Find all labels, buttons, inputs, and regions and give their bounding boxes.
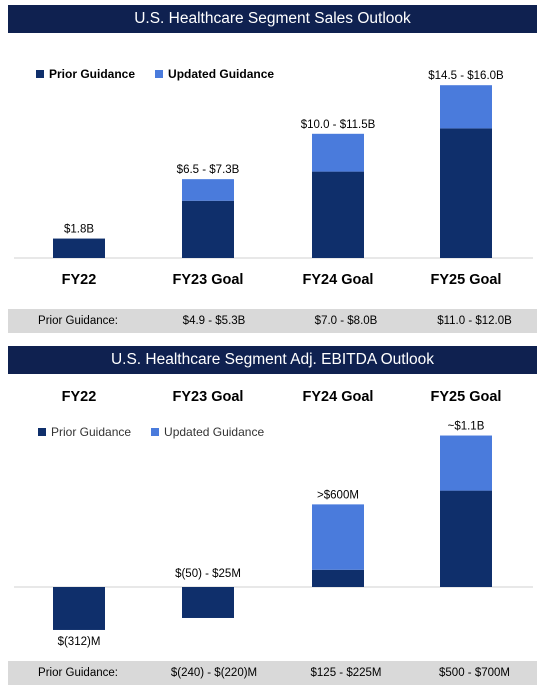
prior-guidance-fy23: $(240) - $(220)M (170, 667, 258, 679)
updated-swatch (155, 70, 164, 78)
prior-guidance-fy25: $11.0 - $12.0B (437, 315, 512, 327)
sales-category-label: FY22 (62, 272, 97, 288)
sales-value-label: $6.5 - $7.3B (177, 164, 240, 176)
ebitda-category-label: FY22 (62, 389, 97, 405)
ebitda-category-label: FY23 Goal (173, 389, 244, 405)
prior-swatch (38, 428, 46, 436)
sales-bar-prior (440, 128, 492, 258)
sales-bar-prior (182, 200, 234, 258)
prior-guidance-fy24: $7.0 - $8.0B (314, 315, 378, 327)
ebitda-value-label: >$600M (317, 489, 359, 501)
sales-bar-updated (182, 179, 234, 201)
sales-category-label: FY23 Goal (173, 272, 244, 288)
legend-prior-label: Prior Guidance (49, 67, 136, 81)
sales-bar-prior (53, 238, 105, 258)
sales-legend: Prior Guidance Updated Guidance (36, 67, 294, 81)
updated-swatch (151, 428, 160, 436)
ebitda-category-label: FY25 Goal (431, 389, 502, 405)
legend-updated: Updated Guidance (151, 425, 264, 439)
prior-guidance-fy25: $500 - $700M (439, 667, 510, 679)
ebitda-bar-prior (182, 587, 234, 618)
legend-updated-label: Updated Guidance (168, 67, 275, 81)
legend-updated-label: Updated Guidance (164, 425, 265, 439)
legend-updated: Updated Guidance (155, 67, 274, 81)
prior-guidance-fy24: $125 - $225M (310, 667, 382, 679)
legend-prior: Prior Guidance (38, 425, 131, 439)
legend-prior-label: Prior Guidance (51, 425, 132, 439)
ebitda-bar-updated (312, 504, 364, 570)
ebitda-bar-prior (53, 587, 105, 630)
sales-value-label: $14.5 - $16.0B (428, 70, 504, 82)
prior-swatch (36, 70, 44, 78)
sales-bar-updated (440, 85, 492, 129)
sales-category-label: FY24 Goal (303, 272, 374, 288)
ebitda-bar-prior (312, 569, 364, 587)
sales-value-label: $1.8B (64, 224, 94, 236)
sales-outlook-title: U.S. Healthcare Segment Sales Outlook (8, 5, 537, 33)
prior-guidance-label: Prior Guidance: (38, 667, 118, 679)
legend-prior: Prior Guidance (36, 67, 135, 81)
ebitda-value-label: $(312)M (58, 636, 101, 648)
ebitda-legend: Prior Guidance Updated Guidance (38, 425, 284, 439)
ebitda-outlook-title: U.S. Healthcare Segment Adj. EBITDA Outl… (8, 346, 537, 374)
ebitda-bar-prior (440, 490, 492, 587)
ebitda-value-label: ~$1.1B (448, 421, 485, 433)
sales-value-label: $10.0 - $11.5B (301, 119, 376, 131)
sales-category-label: FY25 Goal (431, 272, 502, 288)
prior-guidance-label: Prior Guidance: (38, 315, 118, 327)
ebitda-prior-guidance-band: Prior Guidance: $(240) - $(220)M $125 - … (8, 661, 537, 685)
sales-prior-guidance-band: Prior Guidance: $4.9 - $5.3B $7.0 - $8.0… (8, 309, 537, 333)
ebitda-bar-updated (440, 435, 492, 491)
ebitda-value-label: $(50) - $25M (175, 568, 241, 580)
prior-guidance-fy23: $4.9 - $5.3B (182, 315, 246, 327)
sales-bar-updated (312, 133, 364, 172)
sales-bar-prior (312, 171, 364, 258)
ebitda-category-label: FY24 Goal (303, 389, 374, 405)
